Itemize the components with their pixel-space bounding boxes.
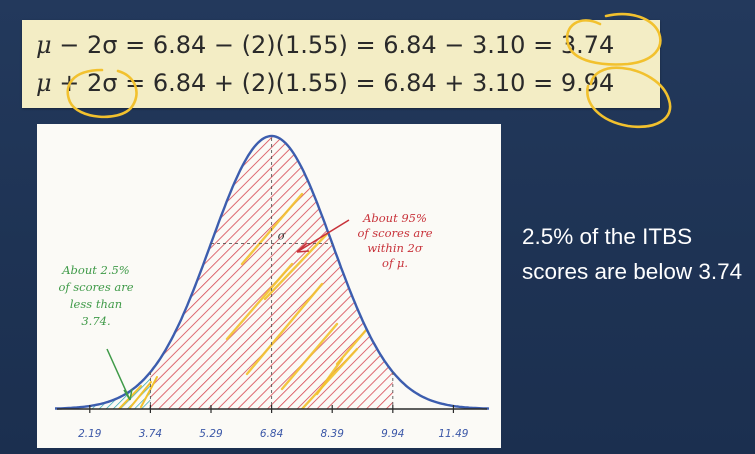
normal-curve-figure: σ 2.19 3.74 5.29 6.84 8.39 9.94 11.49 About 95% o…: [37, 124, 501, 448]
annotation-2-5-percent-line: About 2.5%: [61, 263, 130, 277]
yellow-stroke: [140, 376, 158, 408]
upper-bound-result: 9.94: [560, 69, 615, 97]
two-sigma-term: 2σ: [87, 31, 118, 59]
formula-line-lower: μ − 2σ = 6.84 − (2)(1.55) = 6.84 − 3.10 …: [36, 31, 614, 59]
formula-calculation: = 6.84 + (2)(1.55) = 6.84 + 3.10 =: [125, 69, 554, 97]
x-tick-label: 8.39: [321, 428, 345, 440]
x-tick-label: 6.84: [260, 428, 283, 440]
plus-operator: +: [59, 69, 80, 97]
annotation-95-percent-line: of μ.: [382, 256, 408, 270]
x-tick-label: 3.74: [139, 428, 162, 440]
two-sigma-term: 2σ: [87, 69, 118, 97]
annotation-arrow-red: [296, 219, 350, 253]
x-tick-label: 2.19: [78, 428, 102, 440]
annotation-arrowhead-red: [296, 242, 310, 253]
annotation-95-percent-line: within 2σ: [367, 241, 424, 255]
annotation-2-5-percent-line: 3.74.: [81, 314, 110, 328]
annotation-2-5-percent-line: of scores are: [58, 280, 133, 294]
annotation-2-5-percent-line: less than: [70, 297, 122, 311]
yellow-stroke: [128, 381, 152, 409]
x-tick-label: 9.94: [381, 428, 404, 440]
sigma-label: σ: [278, 228, 287, 242]
yellow-stroke: [245, 282, 324, 376]
yellow-highlight-strokes: [118, 192, 369, 409]
formula-box: μ − 2σ = 6.84 − (2)(1.55) = 6.84 − 3.10 …: [22, 20, 660, 108]
caption-text: 2.5% of the ITBS scores are below 3.74: [522, 224, 743, 284]
mu-symbol: μ: [36, 31, 52, 59]
annotation-arrow-green: [106, 348, 131, 401]
minus-operator: −: [59, 31, 80, 59]
yellow-stroke: [280, 322, 339, 391]
annotation-95-percent-line: of scores are: [357, 226, 432, 240]
formula-calculation: = 6.84 − (2)(1.55) = 6.84 − 3.10 =: [125, 31, 554, 59]
formula-line-upper: μ + 2σ = 6.84 + (2)(1.55) = 6.84 + 3.10 …: [36, 69, 614, 97]
yellow-stroke: [263, 232, 329, 301]
annotation-arrowhead-green: [123, 388, 133, 401]
annotation-95-percent-line: About 95%: [362, 211, 427, 225]
x-tick-label: 5.29: [199, 428, 223, 440]
mu-symbol: μ: [36, 69, 52, 97]
yellow-stroke: [225, 262, 294, 341]
yellow-stroke: [335, 327, 369, 366]
lower-bound-result: 3.74: [560, 31, 615, 59]
x-tick-label: 11.49: [438, 428, 468, 440]
yellow-stroke: [300, 347, 359, 409]
